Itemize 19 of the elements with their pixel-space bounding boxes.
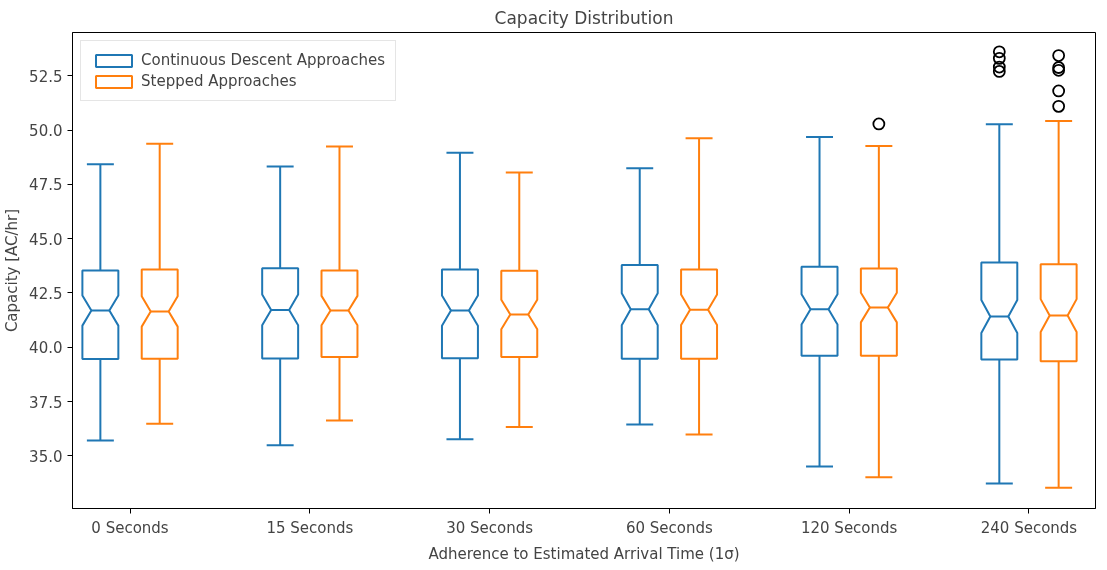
x-axis-title: Adherence to Estimated Arrival Time (1σ) bbox=[428, 544, 740, 563]
y-tick-label: 37.5 bbox=[29, 393, 63, 412]
y-tick-label: 52.5 bbox=[29, 67, 63, 86]
y-axis-title: Capacity [AC/hr] bbox=[3, 208, 22, 333]
y-tick-label: 50.0 bbox=[29, 122, 63, 141]
y-tick-label: 42.5 bbox=[29, 284, 63, 303]
y-tick-label: 47.5 bbox=[29, 176, 63, 195]
x-tick-label: 0 Seconds bbox=[91, 518, 169, 537]
x-tick-label: 15 Seconds bbox=[266, 518, 354, 537]
chart-title: Capacity Distribution bbox=[494, 7, 674, 28]
legend-label: Continuous Descent Approaches bbox=[141, 51, 386, 69]
x-tick-label: 120 Seconds bbox=[800, 518, 898, 537]
x-tick-label: 30 Seconds bbox=[446, 518, 534, 537]
x-tick-label: 60 Seconds bbox=[625, 518, 714, 537]
y-tick-label: 45.0 bbox=[29, 230, 63, 249]
x-tick-label: 240 Seconds bbox=[980, 518, 1078, 537]
legend-label: Stepped Approaches bbox=[141, 72, 297, 90]
y-tick-label: 35.0 bbox=[29, 447, 63, 466]
y-tick-label: 40.0 bbox=[29, 339, 63, 358]
